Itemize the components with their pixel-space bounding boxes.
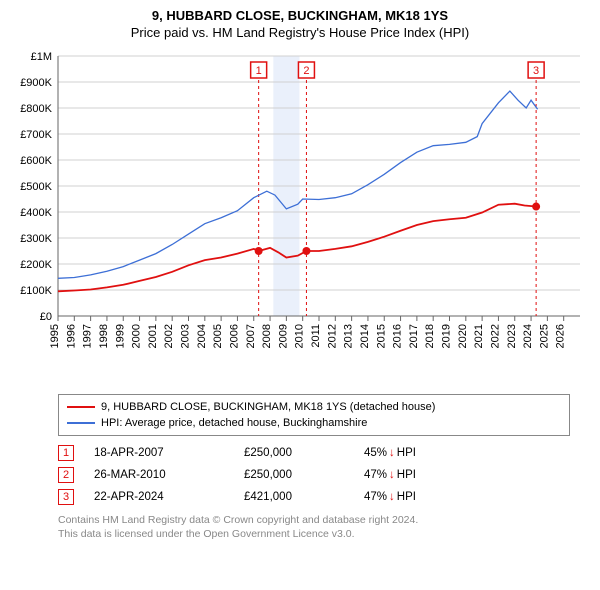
- xtick-label: 2014: [359, 324, 371, 348]
- chart-svg: £0 £100K £200K £300K £400K £500K £600K £700K £80…: [10, 46, 590, 386]
- xtick-label: 2021: [473, 324, 485, 348]
- event-id-badge: 1: [58, 445, 74, 461]
- ytick-label: £400K: [20, 207, 52, 219]
- series-marker: [532, 203, 540, 211]
- xtick-label: 2016: [392, 324, 404, 348]
- event-diff-pct: 47%: [364, 469, 387, 481]
- legend-swatch: [67, 422, 95, 424]
- event-date: 22-APR-2024: [94, 491, 244, 503]
- ytick-label: £900K: [20, 77, 52, 89]
- xtick-label: 2020: [457, 324, 469, 348]
- event-marker-id: 3: [533, 65, 539, 77]
- xtick-label: 2025: [538, 324, 550, 348]
- xtick-label: 1997: [82, 324, 94, 348]
- xtick-label: 2012: [326, 324, 338, 348]
- ytick-label: £700K: [20, 129, 52, 141]
- ytick-label: £1M: [31, 51, 52, 63]
- xtick-label: 2007: [245, 324, 257, 348]
- xtick-label: 2017: [408, 324, 420, 348]
- ytick-label: £500K: [20, 181, 52, 193]
- legend-item: 9, HUBBARD CLOSE, BUCKINGHAM, MK18 1YS (…: [67, 399, 561, 415]
- event-date: 18-APR-2007: [94, 447, 244, 459]
- ytick-label: £800K: [20, 103, 52, 115]
- event-diff: 47% ↓ HPI: [364, 491, 416, 503]
- xtick-label: 2001: [147, 324, 159, 348]
- xtick-label: 2005: [212, 324, 224, 348]
- event-table: 1 18-APR-2007£250,00045% ↓ HPI 2 26-MAR-201…: [58, 442, 570, 508]
- event-diff: 47% ↓ HPI: [364, 469, 416, 481]
- xtick-label: 2024: [522, 324, 534, 348]
- xtick-label: 1995: [49, 324, 61, 348]
- series-marker: [255, 247, 263, 255]
- xtick-label: 2009: [277, 324, 289, 348]
- legend: 9, HUBBARD CLOSE, BUCKINGHAM, MK18 1YS (…: [58, 394, 570, 436]
- xtick-label: 2010: [294, 324, 306, 348]
- legend-label: 9, HUBBARD CLOSE, BUCKINGHAM, MK18 1YS (…: [101, 401, 435, 413]
- event-row: 2 26-MAR-2010£250,00047% ↓ HPI: [58, 464, 570, 486]
- event-id-badge: 2: [58, 467, 74, 483]
- event-row: 1 18-APR-2007£250,00045% ↓ HPI: [58, 442, 570, 464]
- xtick-label: 2013: [343, 324, 355, 348]
- xtick-label: 2019: [441, 324, 453, 348]
- event-row: 3 22-APR-2024£421,00047% ↓ HPI: [58, 486, 570, 508]
- ytick-label: £600K: [20, 155, 52, 167]
- footnote: Contains HM Land Registry data © Crown c…: [58, 514, 570, 541]
- footnote-line: Contains HM Land Registry data © Crown c…: [58, 514, 570, 528]
- ytick-label: £100K: [20, 285, 52, 297]
- xtick-label: 2008: [261, 324, 273, 348]
- event-diff-vs: HPI: [397, 491, 416, 503]
- event-marker-id: 2: [303, 65, 309, 77]
- event-id-badge: 3: [58, 489, 74, 505]
- event-diff-vs: HPI: [397, 447, 416, 459]
- xtick-label: 1998: [98, 324, 110, 348]
- xtick-label: 2015: [375, 324, 387, 348]
- event-marker-id: 1: [256, 65, 262, 77]
- xtick-label: 2003: [180, 324, 192, 348]
- footnote-line: This data is licensed under the Open Gov…: [58, 528, 570, 542]
- legend-swatch: [67, 406, 95, 408]
- xtick-label: 2018: [424, 324, 436, 348]
- xtick-label: 2000: [131, 324, 143, 348]
- xtick-label: 2006: [228, 324, 240, 348]
- event-diff-vs: HPI: [397, 469, 416, 481]
- down-arrow-icon: ↓: [389, 491, 395, 503]
- event-price: £250,000: [244, 447, 364, 459]
- ytick-label: £200K: [20, 259, 52, 271]
- event-diff-pct: 47%: [364, 491, 387, 503]
- series-marker: [302, 247, 310, 255]
- xtick-label: 2004: [196, 324, 208, 348]
- page-title: 9, HUBBARD CLOSE, BUCKINGHAM, MK18 1YS: [10, 8, 590, 23]
- event-price: £421,000: [244, 491, 364, 503]
- legend-label: HPI: Average price, detached house, Buck…: [101, 417, 367, 429]
- xtick-label: 1996: [65, 324, 77, 348]
- page-subtitle: Price paid vs. HM Land Registry's House …: [10, 25, 590, 40]
- event-price: £250,000: [244, 469, 364, 481]
- xtick-label: 2011: [310, 324, 322, 348]
- ytick-label: £0: [40, 311, 52, 323]
- down-arrow-icon: ↓: [389, 447, 395, 459]
- event-diff-pct: 45%: [364, 447, 387, 459]
- xtick-label: 2026: [555, 324, 567, 348]
- xtick-label: 2002: [163, 324, 175, 348]
- legend-item: HPI: Average price, detached house, Buck…: [67, 415, 561, 431]
- ytick-label: £300K: [20, 233, 52, 245]
- xtick-label: 1999: [114, 324, 126, 348]
- down-arrow-icon: ↓: [389, 469, 395, 481]
- xtick-label: 2022: [489, 324, 501, 348]
- xtick-label: 2023: [506, 324, 518, 348]
- price-chart: £0 £100K £200K £300K £400K £500K £600K £700K £80…: [10, 46, 590, 386]
- event-date: 26-MAR-2010: [94, 469, 244, 481]
- event-diff: 45% ↓ HPI: [364, 447, 416, 459]
